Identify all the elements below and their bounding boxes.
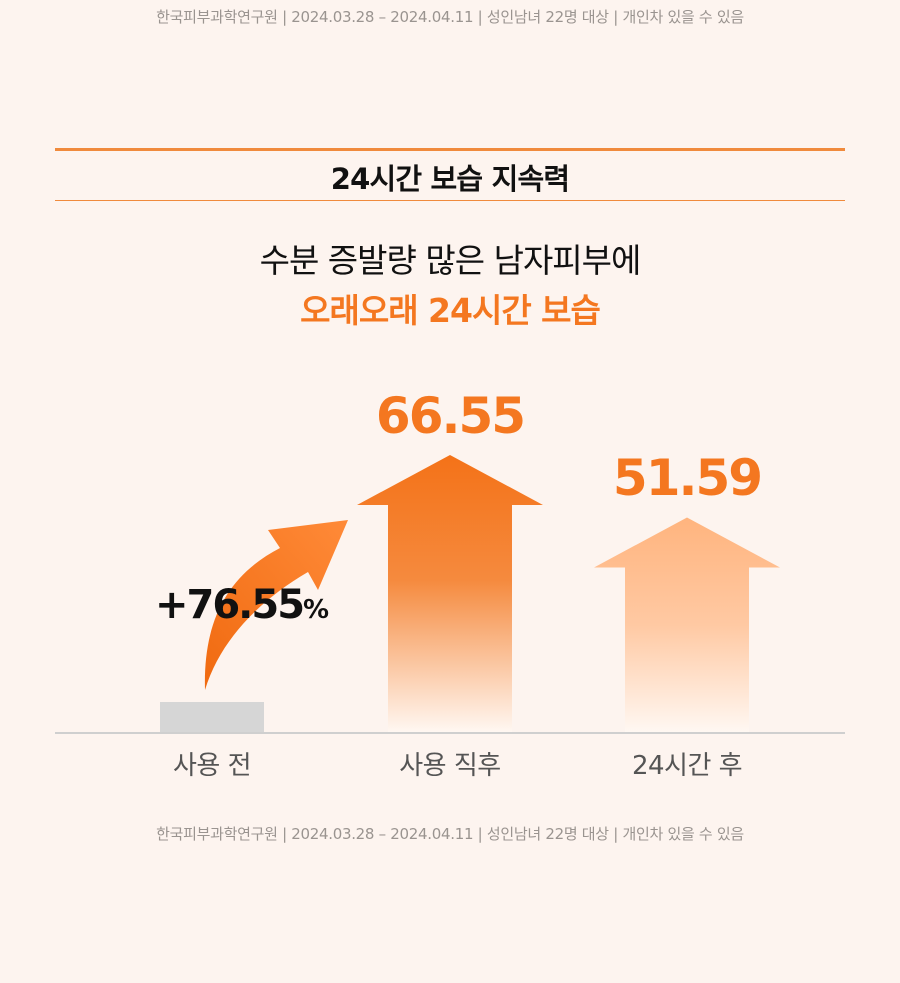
category-label-after: 사용 직후 bbox=[399, 751, 501, 781]
section-rule-top bbox=[55, 148, 845, 151]
section-rule-bottom bbox=[55, 200, 845, 201]
increase-value: +76.55 bbox=[155, 582, 305, 628]
bar-after bbox=[357, 455, 543, 733]
value-label-after: 66.55 bbox=[375, 387, 526, 445]
footnote-bottom: 한국피부과학연구원 | 2024.03.28 – 2024.04.11 | 성인… bbox=[156, 825, 744, 843]
bar-after24 bbox=[594, 517, 780, 733]
footnote-top: 한국피부과학연구원 | 2024.03.28 – 2024.04.11 | 성인… bbox=[156, 8, 744, 26]
increase-unit: % bbox=[303, 595, 330, 625]
section-title: 24시간 보습 지속력 bbox=[330, 162, 570, 196]
value-label-after24: 51.59 bbox=[612, 449, 763, 508]
headline-line-2: 오래오래 24시간 보습 bbox=[300, 291, 601, 330]
bar-before bbox=[160, 702, 264, 733]
category-label-before: 사용 전 bbox=[172, 751, 252, 781]
increase-label: +76.55% bbox=[155, 582, 329, 628]
increase-arrow-icon bbox=[204, 520, 348, 690]
category-label-after24: 24시간 후 bbox=[631, 751, 743, 781]
headline-line-1: 수분 증발량 많은 남자피부에 bbox=[259, 241, 642, 280]
